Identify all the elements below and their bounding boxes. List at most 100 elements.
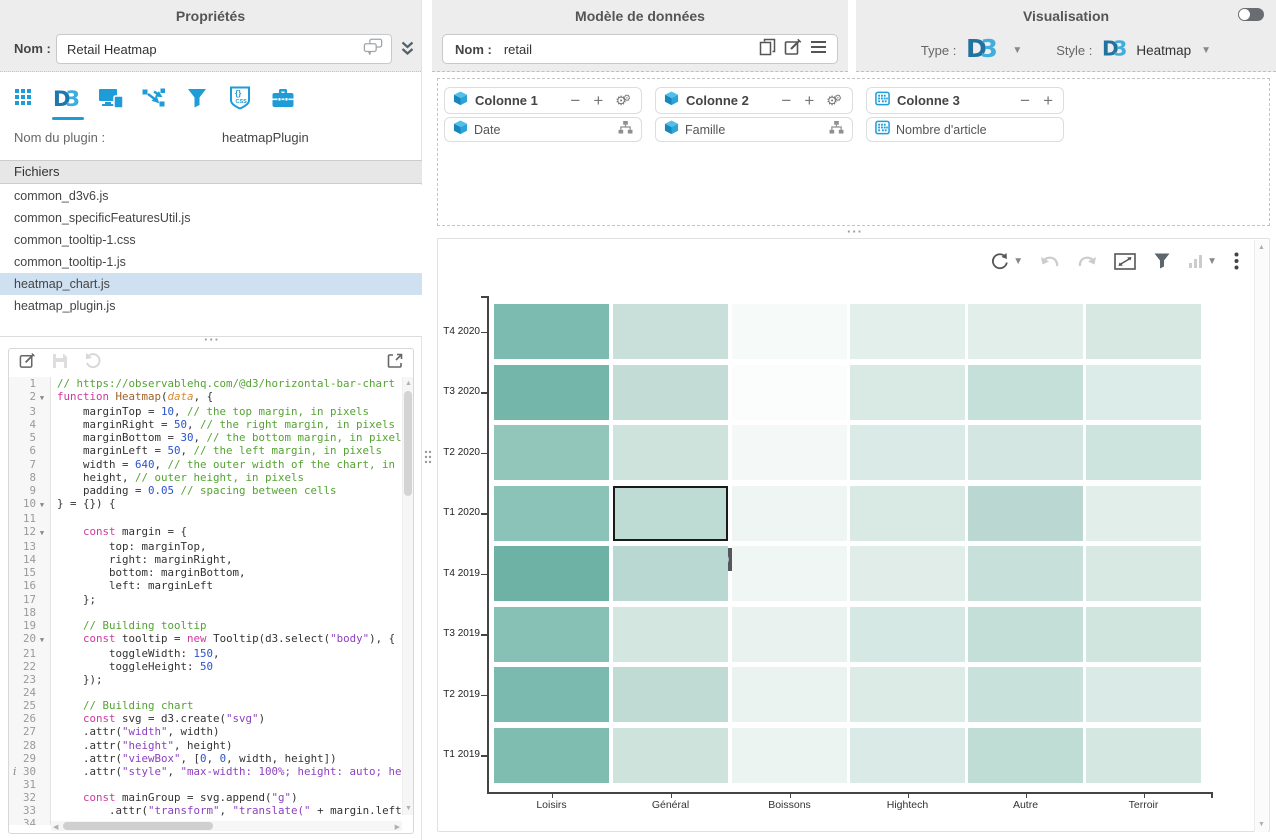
heatmap-cell[interactable] (613, 606, 728, 662)
heatmap-cell[interactable] (732, 546, 847, 601)
list-item[interactable]: heatmap_chart.js (0, 273, 422, 295)
hierarchy-icon[interactable] (829, 120, 844, 139)
scroll-right-icon[interactable]: ▶ (394, 824, 400, 831)
heatmap-cell[interactable] (494, 485, 609, 541)
heatmap-cell[interactable] (732, 485, 847, 541)
heatmap-cell[interactable] (494, 304, 609, 359)
save-icon[interactable] (52, 353, 68, 374)
heatmap-cell[interactable] (494, 425, 609, 480)
chart-type-icon[interactable]: ▼ (1188, 254, 1217, 268)
heatmap-cell[interactable] (613, 485, 728, 541)
heatmap-cell[interactable] (1086, 485, 1201, 541)
chart-vertical-scrollbar[interactable]: ▲ ▼ (1254, 240, 1268, 832)
heatmap-cell[interactable] (968, 667, 1083, 722)
heatmap-cell[interactable] (613, 546, 728, 601)
heatmap-cell[interactable] (732, 425, 847, 480)
vertical-splitter[interactable] (424, 449, 432, 470)
add-column-button[interactable]: + (1043, 91, 1053, 110)
list-item[interactable]: common_tooltip-1.css (14, 233, 136, 247)
tab-toolbox[interactable] (270, 80, 296, 120)
heatmap-cell[interactable] (1086, 546, 1201, 601)
list-item[interactable]: common_specificFeaturesUtil.js (14, 211, 191, 225)
column-field-chip[interactable]: Date (444, 117, 642, 142)
heatmap-cell[interactable] (613, 364, 728, 420)
scroll-left-icon[interactable]: ◀ (53, 824, 59, 831)
tab-devices[interactable] (98, 80, 124, 120)
heatmap-cell[interactable] (850, 304, 965, 359)
heatmap-cell[interactable] (494, 546, 609, 601)
refresh-icon[interactable]: ▼ (990, 251, 1023, 271)
column-settings-icon[interactable]: ⚙⚙ (826, 92, 842, 108)
list-item[interactable]: common_tooltip-1.js (14, 255, 126, 269)
hierarchy-icon[interactable] (618, 120, 633, 139)
heatmap-cell[interactable] (732, 727, 847, 783)
heatmap-cell[interactable] (494, 364, 609, 420)
heatmap-cell[interactable] (613, 727, 728, 783)
copy-icon[interactable] (759, 38, 776, 61)
expand-icon[interactable] (387, 353, 403, 374)
heatmap-cell[interactable] (1086, 667, 1201, 722)
tab-transform[interactable] (141, 80, 167, 120)
scrollbar-thumb[interactable] (63, 822, 213, 830)
name-input[interactable]: Retail Heatmap (56, 34, 392, 64)
heatmap-cell[interactable] (968, 606, 1083, 662)
redo-icon[interactable] (1077, 253, 1097, 269)
heatmap-cell[interactable] (613, 425, 728, 480)
heatmap-cell[interactable] (850, 606, 965, 662)
heatmap-cell[interactable] (850, 485, 965, 541)
fold-marker-icon[interactable]: ▼ (39, 394, 45, 403)
horizontal-splitter[interactable]: ··· (204, 332, 220, 347)
undo-icon[interactable] (1040, 253, 1060, 269)
translate-icon[interactable] (363, 38, 383, 60)
heatmap-cell[interactable] (613, 667, 728, 722)
heatmap-cell[interactable] (850, 667, 965, 722)
heatmap-cell[interactable] (732, 364, 847, 420)
fit-screen-icon[interactable] (1114, 252, 1136, 270)
heatmap-cell[interactable] (494, 667, 609, 722)
heatmap-cell[interactable] (1086, 606, 1201, 662)
heatmap-cell[interactable] (1086, 727, 1201, 783)
add-column-button[interactable]: + (804, 91, 815, 110)
type-dropdown-caret-icon[interactable]: ▼ (1012, 44, 1023, 56)
heatmap-cell[interactable] (968, 304, 1083, 359)
heatmap-cell[interactable] (968, 485, 1083, 541)
heatmap-cell[interactable] (494, 606, 609, 662)
add-column-button[interactable]: + (593, 91, 604, 110)
heatmap-cell[interactable] (968, 425, 1083, 480)
column-settings-icon[interactable]: ⚙⚙ (615, 92, 631, 108)
kebab-menu-icon[interactable] (1234, 252, 1239, 270)
heatmap-cell[interactable] (1086, 364, 1201, 420)
heatmap-cell[interactable] (850, 425, 965, 480)
list-item[interactable]: heatmap_plugin.js (14, 299, 116, 313)
scroll-down-icon[interactable]: ▼ (1258, 821, 1265, 828)
revert-icon[interactable] (84, 352, 102, 375)
heatmap-cell[interactable] (850, 364, 965, 420)
refresh-caret-icon[interactable]: ▼ (1013, 255, 1024, 267)
column-field-chip[interactable]: Nombre d'article (866, 117, 1064, 142)
heatmap-cell[interactable] (494, 727, 609, 783)
scroll-up-icon[interactable]: ▲ (1258, 244, 1265, 251)
heatmap-cell[interactable] (732, 606, 847, 662)
scrollbar-thumb[interactable] (404, 391, 412, 496)
heatmap-cell[interactable] (613, 304, 728, 359)
edit-icon[interactable] (19, 352, 36, 374)
fold-marker-icon[interactable]: ▼ (39, 500, 45, 509)
chart-type-caret-icon[interactable]: ▼ (1207, 255, 1217, 267)
heatmap-cell[interactable] (968, 364, 1083, 420)
tab-css[interactable]: {} CSS (227, 80, 253, 120)
heatmap-cell[interactable] (732, 667, 847, 722)
column-field-chip[interactable]: Famille (655, 117, 853, 142)
heatmap-cell[interactable] (1086, 425, 1201, 480)
editor-horizontal-scrollbar[interactable]: ◀ ▶ (51, 821, 402, 831)
heatmap-cell[interactable] (732, 304, 847, 359)
scroll-up-icon[interactable]: ▲ (405, 380, 412, 387)
column-header[interactable]: Colonne 3 − + (866, 87, 1064, 114)
heatmap-cell[interactable] (1086, 304, 1201, 359)
column-header[interactable]: Colonne 2 − + ⚙⚙ (655, 87, 853, 114)
style-dropdown-caret-icon[interactable]: ▼ (1201, 44, 1212, 56)
filter-icon[interactable] (1153, 252, 1171, 270)
edit-icon[interactable] (784, 38, 802, 61)
scroll-down-icon[interactable]: ▼ (405, 805, 412, 812)
